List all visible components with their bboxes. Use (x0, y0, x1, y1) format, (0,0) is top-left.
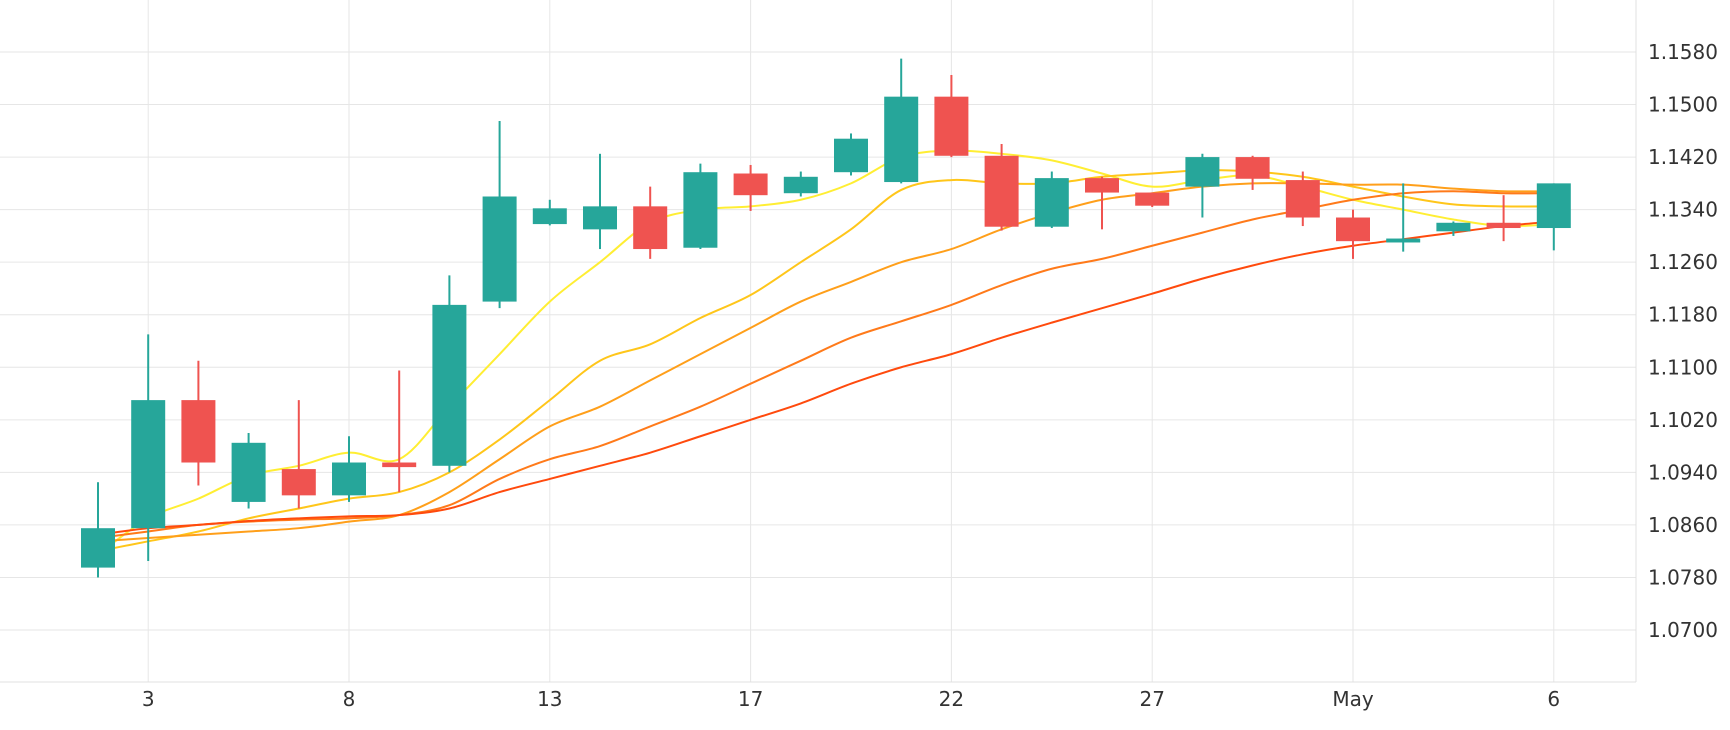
candle-body (984, 155, 1019, 227)
candle-up (532, 199, 567, 226)
candle-body (934, 96, 969, 156)
y-tick-label: 1.1500 (1648, 93, 1718, 117)
candle-body (884, 96, 919, 183)
candle-up (432, 275, 467, 473)
candle-body (482, 196, 517, 302)
x-tick-label: 27 (1139, 687, 1164, 711)
moving-average-layer (97, 149, 1554, 556)
candle-up (683, 163, 718, 250)
candle-body (432, 304, 467, 466)
candle-body (382, 462, 417, 468)
y-tick-label: 1.1180 (1648, 303, 1718, 327)
moving-average-line (97, 220, 1554, 536)
moving-average-line (97, 190, 1554, 540)
y-tick-label: 1.1420 (1648, 145, 1718, 169)
candle-up (783, 171, 818, 197)
x-tick-label: 13 (537, 687, 562, 711)
candle-body (181, 400, 216, 463)
candle-body (1185, 157, 1220, 187)
moving-average-line (97, 169, 1554, 553)
candle-body (231, 442, 266, 502)
candle-body (1235, 157, 1270, 179)
axis-layer: 1.1580 1.1500 1.1420 1.1340 1.1260 1.1180 1.11… (0, 0, 1718, 711)
x-tick-label: May (1332, 687, 1374, 711)
candle-up (583, 153, 617, 250)
candle-up (231, 432, 266, 509)
candle-body (733, 173, 768, 196)
candle-up (81, 482, 115, 578)
grid-layer (0, 0, 1636, 682)
x-tick-label: 3 (142, 687, 155, 711)
candle-body (1386, 238, 1421, 243)
candle-up (1034, 171, 1069, 229)
candle-body (1486, 222, 1521, 229)
candle-body (1436, 222, 1471, 232)
candle-body (1336, 217, 1370, 242)
candle-down (1285, 171, 1320, 227)
moving-average-line (97, 182, 1554, 543)
candle-up (131, 334, 166, 562)
candle-body (583, 206, 617, 230)
y-tick-label: 1.0780 (1648, 565, 1718, 589)
candle-body (1285, 180, 1320, 218)
candle-down (934, 74, 969, 158)
candle-up (332, 436, 366, 502)
x-tick-label: 17 (738, 687, 763, 711)
y-tick-label: 1.0940 (1648, 460, 1718, 484)
candle-up (1536, 183, 1571, 251)
candle-down (1135, 192, 1170, 208)
moving-average-line (97, 149, 1554, 556)
candle-layer (81, 58, 1571, 578)
candle-body (1085, 178, 1119, 193)
candle-body (834, 138, 868, 173)
candle-up (482, 120, 517, 309)
candle-up (834, 133, 868, 176)
candle-up (1185, 153, 1220, 218)
candle-body (633, 206, 668, 250)
candle-up (1436, 221, 1471, 236)
candle-up (1386, 183, 1421, 252)
candle-body (683, 172, 718, 248)
candle-body (532, 208, 567, 225)
candle-down (382, 370, 417, 493)
candle-down (633, 186, 668, 259)
candle-body (783, 176, 818, 194)
candle-body (131, 400, 166, 529)
candle-body (332, 462, 366, 496)
candle-down (1235, 155, 1270, 190)
y-tick-label: 1.1580 (1648, 40, 1718, 64)
x-tick-label: 22 (939, 687, 964, 711)
y-tick-label: 1.0700 (1648, 618, 1718, 642)
candle-up (884, 58, 919, 184)
y-tick-label: 1.0860 (1648, 513, 1718, 537)
candle-down (1085, 176, 1119, 230)
x-tick-label: 8 (343, 687, 356, 711)
candle-body (1034, 178, 1069, 227)
candle-down (281, 400, 316, 509)
candle-body (1536, 183, 1571, 229)
candle-down (733, 164, 768, 211)
y-tick-label: 1.1020 (1648, 408, 1718, 432)
x-tick-label: 6 (1547, 687, 1560, 711)
candle-body (1135, 192, 1170, 206)
candle-down (1336, 209, 1370, 259)
candle-down (984, 143, 1019, 231)
y-tick-label: 1.1100 (1648, 355, 1718, 379)
y-tick-label: 1.1260 (1648, 250, 1718, 274)
candle-body (281, 469, 316, 496)
candle-down (1486, 195, 1521, 242)
candle-body (81, 528, 115, 568)
candle-down (181, 360, 216, 486)
y-tick-label: 1.1340 (1648, 198, 1718, 222)
